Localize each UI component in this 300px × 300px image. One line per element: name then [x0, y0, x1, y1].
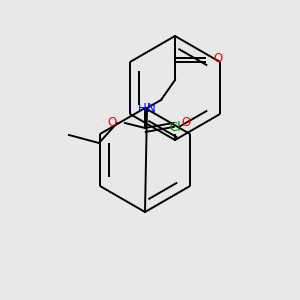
Text: O: O	[181, 116, 190, 130]
Text: Cl: Cl	[169, 121, 181, 134]
Text: O: O	[108, 116, 117, 130]
Text: O: O	[213, 52, 222, 64]
Text: N: N	[147, 101, 156, 115]
Text: H: H	[138, 101, 147, 115]
